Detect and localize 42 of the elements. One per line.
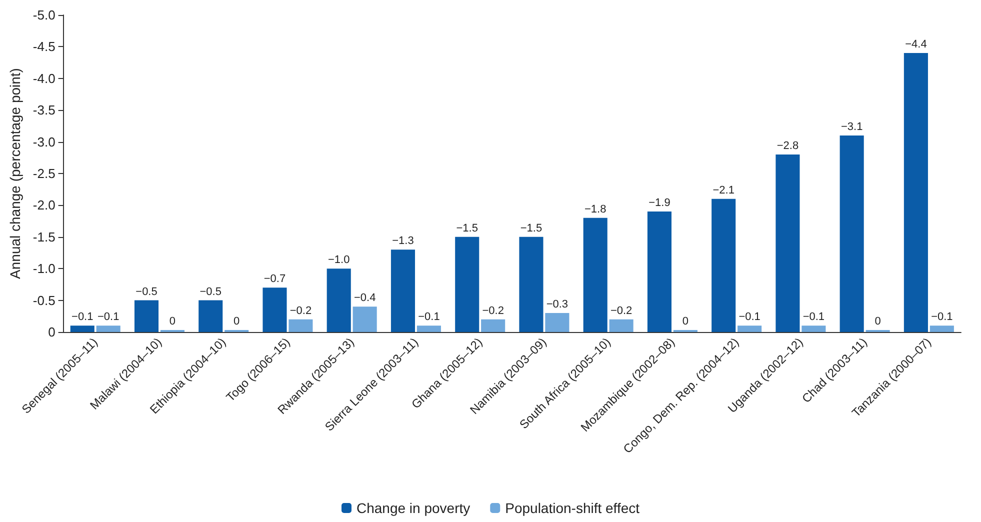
- y-tick-label: -2.0: [32, 198, 56, 213]
- data-label: −0.5: [136, 286, 158, 298]
- y-tick-label: -5.0: [32, 8, 56, 22]
- data-label: −1.5: [520, 222, 542, 234]
- data-label: 0: [682, 316, 688, 328]
- data-label: −0.1: [931, 311, 953, 324]
- data-label: 0: [169, 316, 176, 328]
- data-label: −2.8: [776, 140, 799, 152]
- data-label: −1.8: [584, 203, 606, 216]
- data-label: −0.1: [72, 311, 94, 324]
- data-label: −4.4: [905, 38, 927, 51]
- y-tick-label: -2.5: [32, 166, 56, 181]
- y-tick-label: 0: [48, 324, 56, 340]
- data-label: −3.1: [840, 120, 863, 133]
- data-label: −0.1: [802, 311, 825, 324]
- y-axis-title: Annual change (percentage point): [7, 68, 23, 279]
- y-tick-label: -4.5: [32, 39, 56, 54]
- y-tick-label: -1.5: [32, 229, 56, 244]
- y-tick-label: -4.0: [32, 70, 56, 86]
- y-tick-label: -1.0: [32, 261, 56, 276]
- data-label: −0.1: [738, 311, 760, 324]
- data-label: 0: [234, 316, 240, 328]
- data-label: −0.3: [546, 298, 568, 310]
- legend-label: Change in poverty: [356, 500, 470, 516]
- data-label: −0.1: [418, 311, 440, 324]
- data-label: −1.5: [456, 222, 478, 234]
- y-tick-label: -3.5: [32, 102, 56, 118]
- data-label: 0: [874, 316, 881, 328]
- data-label: −1.3: [392, 235, 414, 248]
- data-label: −0.4: [354, 292, 376, 304]
- y-tick-label: -0.5: [32, 292, 56, 308]
- legend-label: Population-shift effect: [505, 500, 640, 516]
- data-label: −0.1: [97, 311, 120, 324]
- data-label: −2.1: [712, 184, 734, 196]
- data-label: −1.0: [328, 254, 350, 266]
- y-tick-label: -3.0: [32, 134, 56, 150]
- data-label: −1.9: [648, 197, 670, 210]
- data-label: −0.5: [200, 286, 222, 298]
- data-label: −0.2: [610, 304, 632, 317]
- data-label: −0.2: [290, 304, 312, 317]
- data-label: −0.7: [264, 273, 286, 286]
- data-label: −0.2: [482, 304, 504, 317]
